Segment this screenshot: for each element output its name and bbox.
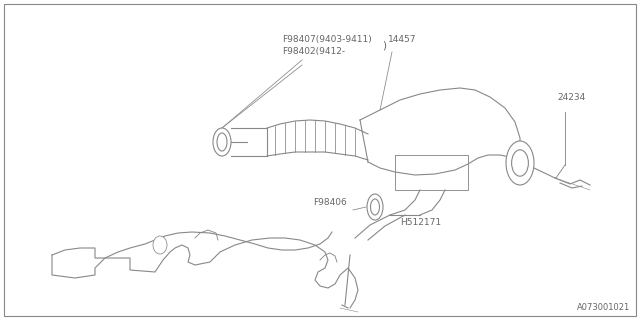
Ellipse shape xyxy=(213,128,231,156)
Text: ): ) xyxy=(382,40,386,50)
Ellipse shape xyxy=(153,236,167,254)
Text: F98406: F98406 xyxy=(313,198,347,207)
Text: A073001021: A073001021 xyxy=(577,303,630,312)
Ellipse shape xyxy=(217,133,227,151)
Ellipse shape xyxy=(371,199,380,215)
Ellipse shape xyxy=(506,141,534,185)
Text: F98407(9403-9411): F98407(9403-9411) xyxy=(282,35,372,44)
Text: 24234: 24234 xyxy=(557,93,585,102)
Ellipse shape xyxy=(511,150,529,176)
Text: 14457: 14457 xyxy=(388,35,417,44)
Text: H512171: H512171 xyxy=(400,218,441,227)
Text: F98402(9412-: F98402(9412- xyxy=(282,47,345,56)
Ellipse shape xyxy=(367,194,383,220)
